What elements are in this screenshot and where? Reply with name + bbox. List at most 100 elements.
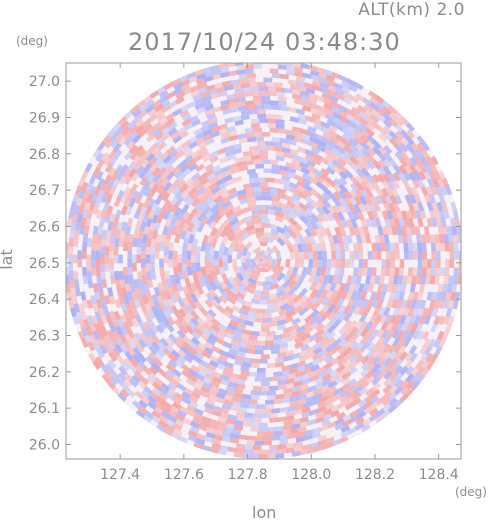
disc-cell [347,305,356,316]
disc-cell [388,111,399,122]
disc-cell [320,289,329,299]
disc-cell [181,341,192,351]
disc-cell [253,186,262,192]
disc-cell [223,169,233,177]
disc-cell [317,259,323,269]
disc-cell [237,434,248,441]
disc-cell [245,219,255,227]
disc-cell [123,150,133,161]
disc-cell [167,387,178,397]
disc-cell [306,242,313,253]
disc-cell [232,401,242,408]
y-tick-label: 26.8 [29,147,60,163]
disc-cell [131,254,137,264]
disc-cell [343,346,353,356]
disc-cell [263,280,272,287]
disc-cell [304,395,315,403]
disc-cell [224,366,234,374]
disc-cell [291,385,301,393]
disc-cell [68,237,74,247]
disc-cell [86,299,94,309]
disc-cell [172,108,183,117]
disc-cell [360,424,371,433]
disc-cell [303,314,314,324]
disc-cell [123,357,133,368]
disc-cell [117,116,128,126]
disc-cell [114,209,122,220]
disc-cell [407,242,414,252]
disc-cell [254,280,264,287]
disc-cell [327,191,337,202]
disc-cell [143,321,152,331]
disc-cell [211,443,222,450]
disc-cell [340,126,351,136]
disc-cell [299,300,309,310]
disc-cell [253,95,262,101]
disc-cell [285,310,296,319]
disc-cell [415,275,422,285]
disc-cell [424,163,433,174]
disc-cell [159,301,167,312]
disc-cell [337,400,348,409]
disc-cell [297,393,307,401]
disc-cell [406,234,413,244]
disc-cell [164,270,171,280]
disc-cell [260,386,270,391]
disc-cell [269,417,279,423]
disc-cell [199,420,210,428]
disc-cell [240,114,250,121]
disc-cell [234,87,244,94]
disc-cell [131,400,142,410]
disc-cell [198,278,206,288]
disc-cell [344,396,355,405]
disc-cell [305,345,316,354]
disc-cell [147,309,156,320]
disc-cell [235,272,245,282]
disc-cell [332,338,342,348]
disc-cell [253,222,263,229]
disc-cell [118,175,128,186]
disc-cell [160,151,170,161]
disc-cell [86,314,94,325]
disc-cell [213,434,224,441]
disc-cell [162,297,170,308]
disc-cell [431,250,437,260]
disc-cell [148,345,158,356]
disc-cell [332,183,342,194]
disc-cell [202,322,212,332]
disc-cell [287,298,297,308]
disc-cell [289,362,299,370]
disc-cell [380,187,389,198]
disc-cell [107,167,116,178]
disc-cell [288,217,298,227]
disc-cell [127,161,137,172]
disc-cell [324,113,335,122]
disc-cell [111,386,122,396]
disc-cell [110,336,119,347]
disc-cell [389,242,395,252]
disc-cell [263,104,273,110]
disc-cell [95,299,103,309]
disc-cell [292,209,303,219]
disc-cell [282,272,292,282]
disc-cell [395,283,403,293]
disc-cell [325,349,336,359]
disc-cell [120,325,129,336]
disc-cell [386,226,393,236]
disc-cell [375,408,386,418]
x-tick-label: 127.8 [228,467,268,483]
disc-cell [400,299,408,309]
disc-cell [187,187,198,197]
disc-cell [82,319,91,329]
disc-cell [299,95,310,102]
disc-cell [161,192,171,202]
disc-cell [311,358,322,367]
disc-cell [165,278,173,289]
disc-cell [438,315,446,326]
disc-cell [374,275,381,285]
disc-cell [293,273,302,283]
disc-cell [123,378,133,388]
disc-cell [326,178,337,188]
disc-cell [404,359,414,369]
disc-cell [153,286,161,297]
